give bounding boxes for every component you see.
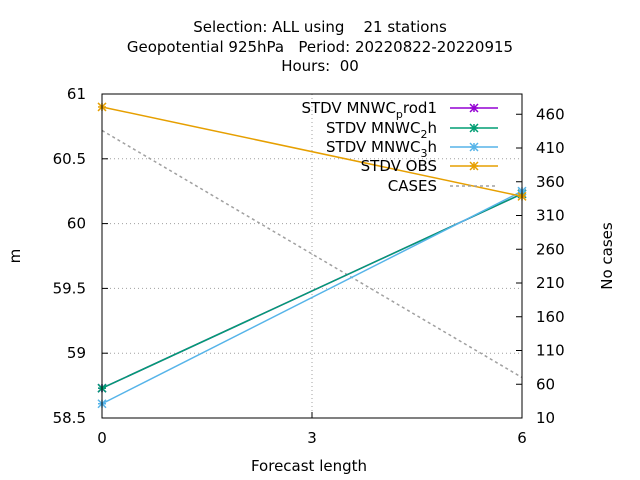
legend-entry: STDV OBS bbox=[361, 157, 498, 175]
y-tick-label: 59.5 bbox=[53, 279, 86, 297]
y2-tick-label: 360 bbox=[536, 173, 565, 191]
y2-tick-label: 410 bbox=[536, 139, 565, 157]
legend-label: STDV OBS bbox=[361, 157, 437, 175]
y2-axis-label: No cases bbox=[598, 222, 616, 290]
y2-tick-label: 210 bbox=[536, 274, 565, 292]
x-axis-label: Forecast length bbox=[251, 457, 367, 475]
legend-entry: STDV MNWCprod1 bbox=[301, 99, 498, 121]
y2-tick-label: 160 bbox=[536, 308, 565, 326]
y-tick-label: 61 bbox=[67, 85, 86, 103]
legend-entry: STDV MNWC2h bbox=[326, 119, 498, 141]
axis-ticks: 58.55959.56060.5611060110160210260310360… bbox=[53, 85, 565, 447]
legend-label: STDV MNWC3h bbox=[326, 138, 437, 160]
y-tick-label: 59 bbox=[67, 344, 86, 362]
x-tick-label: 3 bbox=[307, 429, 317, 447]
y-tick-label: 60 bbox=[67, 215, 86, 233]
chart-title-line-1: Selection: ALL using 21 stations bbox=[193, 18, 447, 36]
legend-entry: CASES bbox=[388, 177, 498, 195]
y2-tick-label: 10 bbox=[536, 409, 555, 427]
y2-tick-label: 460 bbox=[536, 105, 565, 123]
series-line-2 bbox=[101, 190, 523, 405]
legend-label: STDV MNWCprod1 bbox=[301, 99, 437, 121]
chart-title-line-2: Geopotential 925hPa Period: 20220822-202… bbox=[126, 38, 514, 56]
legend-marker bbox=[469, 142, 479, 152]
y2-tick-label: 260 bbox=[536, 240, 565, 258]
legend-label: CASES bbox=[388, 177, 437, 195]
y2-tick-label: 110 bbox=[536, 342, 565, 360]
x-tick-label: 0 bbox=[97, 429, 107, 447]
y2-tick-label: 60 bbox=[536, 375, 555, 393]
chart-title-line-3: Hours: 00 bbox=[281, 57, 359, 75]
legend-marker bbox=[469, 123, 479, 133]
y2-tick-label: 310 bbox=[536, 207, 565, 225]
series-line-3 bbox=[101, 106, 523, 198]
legend-entry: STDV MNWC3h bbox=[326, 138, 498, 160]
y-axis-label: m bbox=[6, 249, 24, 264]
legend-marker bbox=[469, 161, 479, 171]
x-tick-label: 6 bbox=[517, 429, 527, 447]
grid-lines bbox=[102, 94, 522, 418]
series-line-4 bbox=[101, 129, 523, 379]
legend-label: STDV MNWC2h bbox=[326, 119, 437, 141]
y-tick-label: 58.5 bbox=[53, 409, 86, 427]
y-tick-label: 60.5 bbox=[53, 150, 86, 168]
legend-marker bbox=[469, 103, 479, 113]
